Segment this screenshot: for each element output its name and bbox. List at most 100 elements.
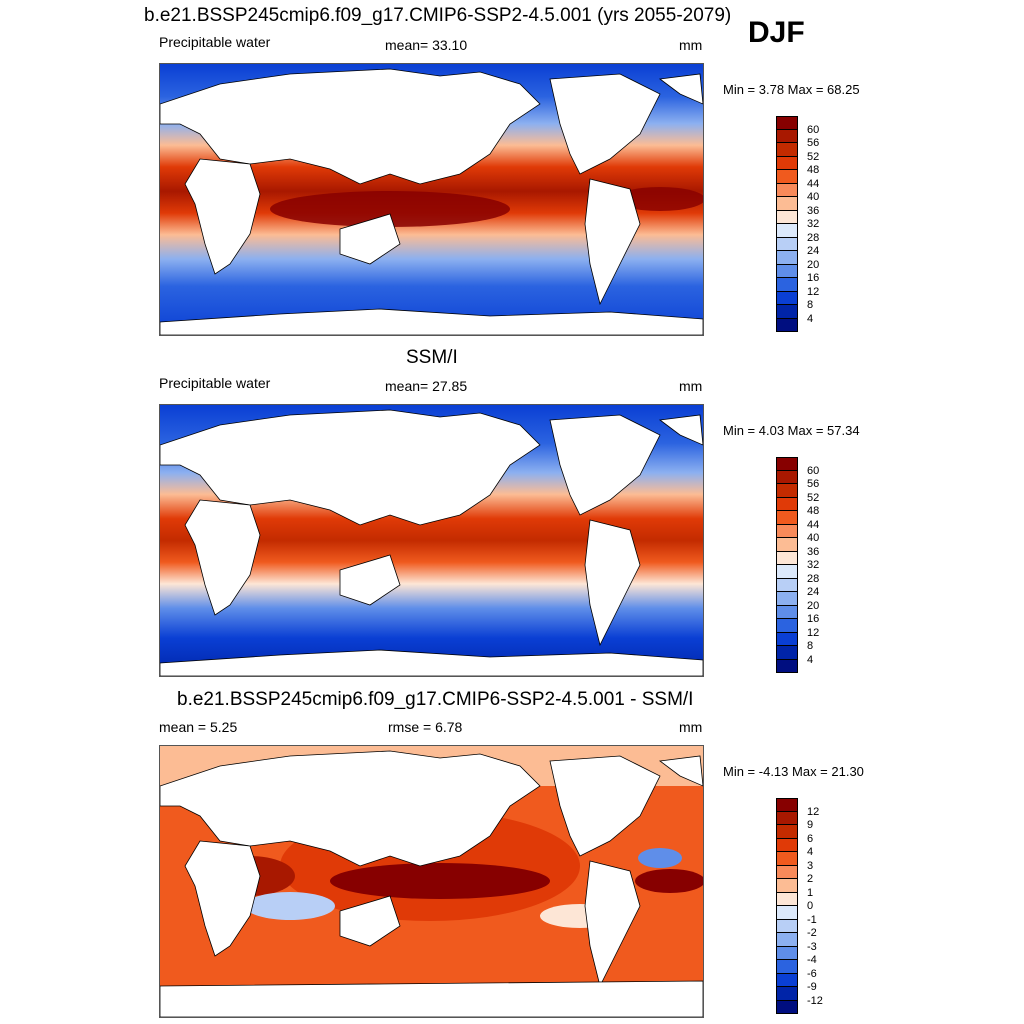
colorbar-tick-label: 28 xyxy=(807,572,820,585)
panel-3-map xyxy=(159,745,704,1018)
colorbar-tick-label: 32 xyxy=(807,218,820,230)
colorbar-swatch xyxy=(776,811,798,825)
colorbar-swatch xyxy=(776,892,798,906)
colorbar-swatch xyxy=(776,291,798,305)
panel-2-colorbar: 60 56 52 48 44 40 36 32 28 24 20 16 12 8 4 xyxy=(776,457,819,673)
colorbar-tick-label: 40 xyxy=(807,532,820,544)
colorbar-swatch xyxy=(776,224,798,238)
colorbar-swatch xyxy=(776,987,798,1001)
colorbar-tick-label: 9 xyxy=(807,819,814,831)
colorbar-swatch xyxy=(776,305,798,319)
colorbar-tick-label: -4 xyxy=(807,954,817,966)
panel-3-map-svg xyxy=(160,746,703,1017)
panel-3-rmse-label: rmse = 6.78 xyxy=(388,719,463,735)
panel-1-mean-label: mean= 33.10 xyxy=(385,37,468,53)
colorbar-tick-label: 1 xyxy=(807,886,814,899)
colorbar-swatch xyxy=(776,619,798,633)
colorbar-tick-label: 28 xyxy=(807,231,820,244)
colorbar-tick-label: 16 xyxy=(807,613,820,625)
panel-2-units-label: mm xyxy=(679,378,703,394)
colorbar-swatch xyxy=(776,879,798,893)
colorbar-swatch xyxy=(776,210,798,224)
colorbar-swatch xyxy=(776,457,798,471)
colorbar-tick-label: 8 xyxy=(807,299,814,311)
colorbar-tick-label: 60 xyxy=(807,464,820,477)
panel-1-units-label: mm xyxy=(679,37,703,53)
colorbar-tick-label: 16 xyxy=(807,272,820,284)
colorbar-swatch xyxy=(776,170,798,184)
colorbar-tick-label: 0 xyxy=(807,900,814,912)
colorbar-swatch xyxy=(776,592,798,606)
colorbar-tick-label: 44 xyxy=(807,177,820,190)
panel-1-title: b.e21.BSSP245cmip6.f09_g17.CMIP6-SSP2-4.… xyxy=(144,5,732,26)
panel-1-map xyxy=(159,63,704,336)
panel-1-map-svg xyxy=(160,64,703,335)
panel-2-map-svg xyxy=(160,405,703,676)
panel-2-title: SSM/I xyxy=(406,347,458,368)
colorbar-tick-label: 24 xyxy=(807,245,820,257)
colorbar-swatch xyxy=(776,906,798,920)
panel-2-map xyxy=(159,404,704,677)
colorbar-swatch xyxy=(776,237,798,251)
colorbar-swatch xyxy=(776,605,798,619)
colorbar-tick-label: 60 xyxy=(807,123,820,136)
panel-3-units-label: mm xyxy=(679,719,703,735)
colorbar-swatch xyxy=(776,578,798,592)
panel-3-colorbar: 12 9 6 4 3 2 1 0 -1 -2 -3 -4 -6 -9 -12 xyxy=(776,798,823,1014)
colorbar-tick-label: -9 xyxy=(807,981,817,993)
colorbar-tick-label: 52 xyxy=(807,150,820,163)
colorbar-tick-label: 4 xyxy=(807,653,814,666)
colorbar-swatch xyxy=(776,143,798,157)
colorbar-tick-label: 36 xyxy=(807,204,820,217)
colorbar-swatch xyxy=(776,973,798,987)
colorbar-swatch xyxy=(776,838,798,852)
colorbar-swatch xyxy=(776,278,798,292)
colorbar-tick-label: 20 xyxy=(807,258,820,271)
colorbar-swatch xyxy=(776,484,798,498)
panel-1-land xyxy=(160,68,703,335)
colorbar-swatch xyxy=(776,538,798,552)
colorbar-tick-label: 4 xyxy=(807,846,814,858)
colorbar-swatch xyxy=(776,116,798,130)
panel-1-minmax: Min = 3.78 Max = 68.25 xyxy=(723,82,860,97)
colorbar-tick-label: -6 xyxy=(807,967,817,980)
colorbar-tick-label: 6 xyxy=(807,832,814,845)
panel-2-minmax: Min = 4.03 Max = 57.34 xyxy=(723,423,860,438)
colorbar-swatch xyxy=(776,470,798,484)
colorbar-swatch xyxy=(776,632,798,646)
colorbar-tick-label: 40 xyxy=(807,191,820,203)
panel-3-minmax: Min = -4.13 Max = 21.30 xyxy=(723,764,864,779)
colorbar-frame xyxy=(776,116,798,332)
colorbar-tick-label: 20 xyxy=(807,599,820,612)
colorbar-tick-label: 12 xyxy=(807,805,820,818)
colorbar-tick-label: -1 xyxy=(807,913,817,926)
colorbar-swatch xyxy=(776,264,798,278)
panel-1-variable-label: Precipitable water xyxy=(159,34,271,50)
colorbar-tick-label: 12 xyxy=(807,626,820,639)
colorbar-tick-label: 56 xyxy=(807,137,820,149)
colorbar-frame xyxy=(776,457,798,673)
colorbar-tick-label: 8 xyxy=(807,640,814,652)
colorbar-swatch xyxy=(776,865,798,879)
colorbar-tick-label: 4 xyxy=(807,312,814,325)
colorbar-tick-label: 3 xyxy=(807,859,814,872)
panel-2-land xyxy=(160,409,703,676)
colorbar-swatch xyxy=(776,933,798,947)
colorbar-tick-label: 52 xyxy=(807,491,820,504)
colorbar-swatch xyxy=(776,183,798,197)
colorbar-tick-label: -3 xyxy=(807,940,817,953)
colorbar-tick-label: 32 xyxy=(807,559,820,571)
colorbar-tick-label: 12 xyxy=(807,285,820,298)
panel-3-title: b.e21.BSSP245cmip6.f09_g17.CMIP6-SSP2-4.… xyxy=(177,689,694,710)
panel-1-colorbar: 60 56 52 48 44 40 36 32 28 24 20 16 12 8 4 xyxy=(776,116,819,332)
colorbar-swatch xyxy=(776,497,798,511)
colorbar-swatch xyxy=(776,960,798,974)
colorbar-swatch xyxy=(776,659,798,673)
colorbar-frame xyxy=(776,798,798,1014)
colorbar-swatch xyxy=(776,511,798,525)
colorbar-swatch xyxy=(776,318,798,332)
colorbar-swatch xyxy=(776,1000,798,1014)
colorbar-swatch xyxy=(776,251,798,265)
colorbar-tick-label: 48 xyxy=(807,505,820,517)
colorbar-tick-label: 36 xyxy=(807,545,820,558)
